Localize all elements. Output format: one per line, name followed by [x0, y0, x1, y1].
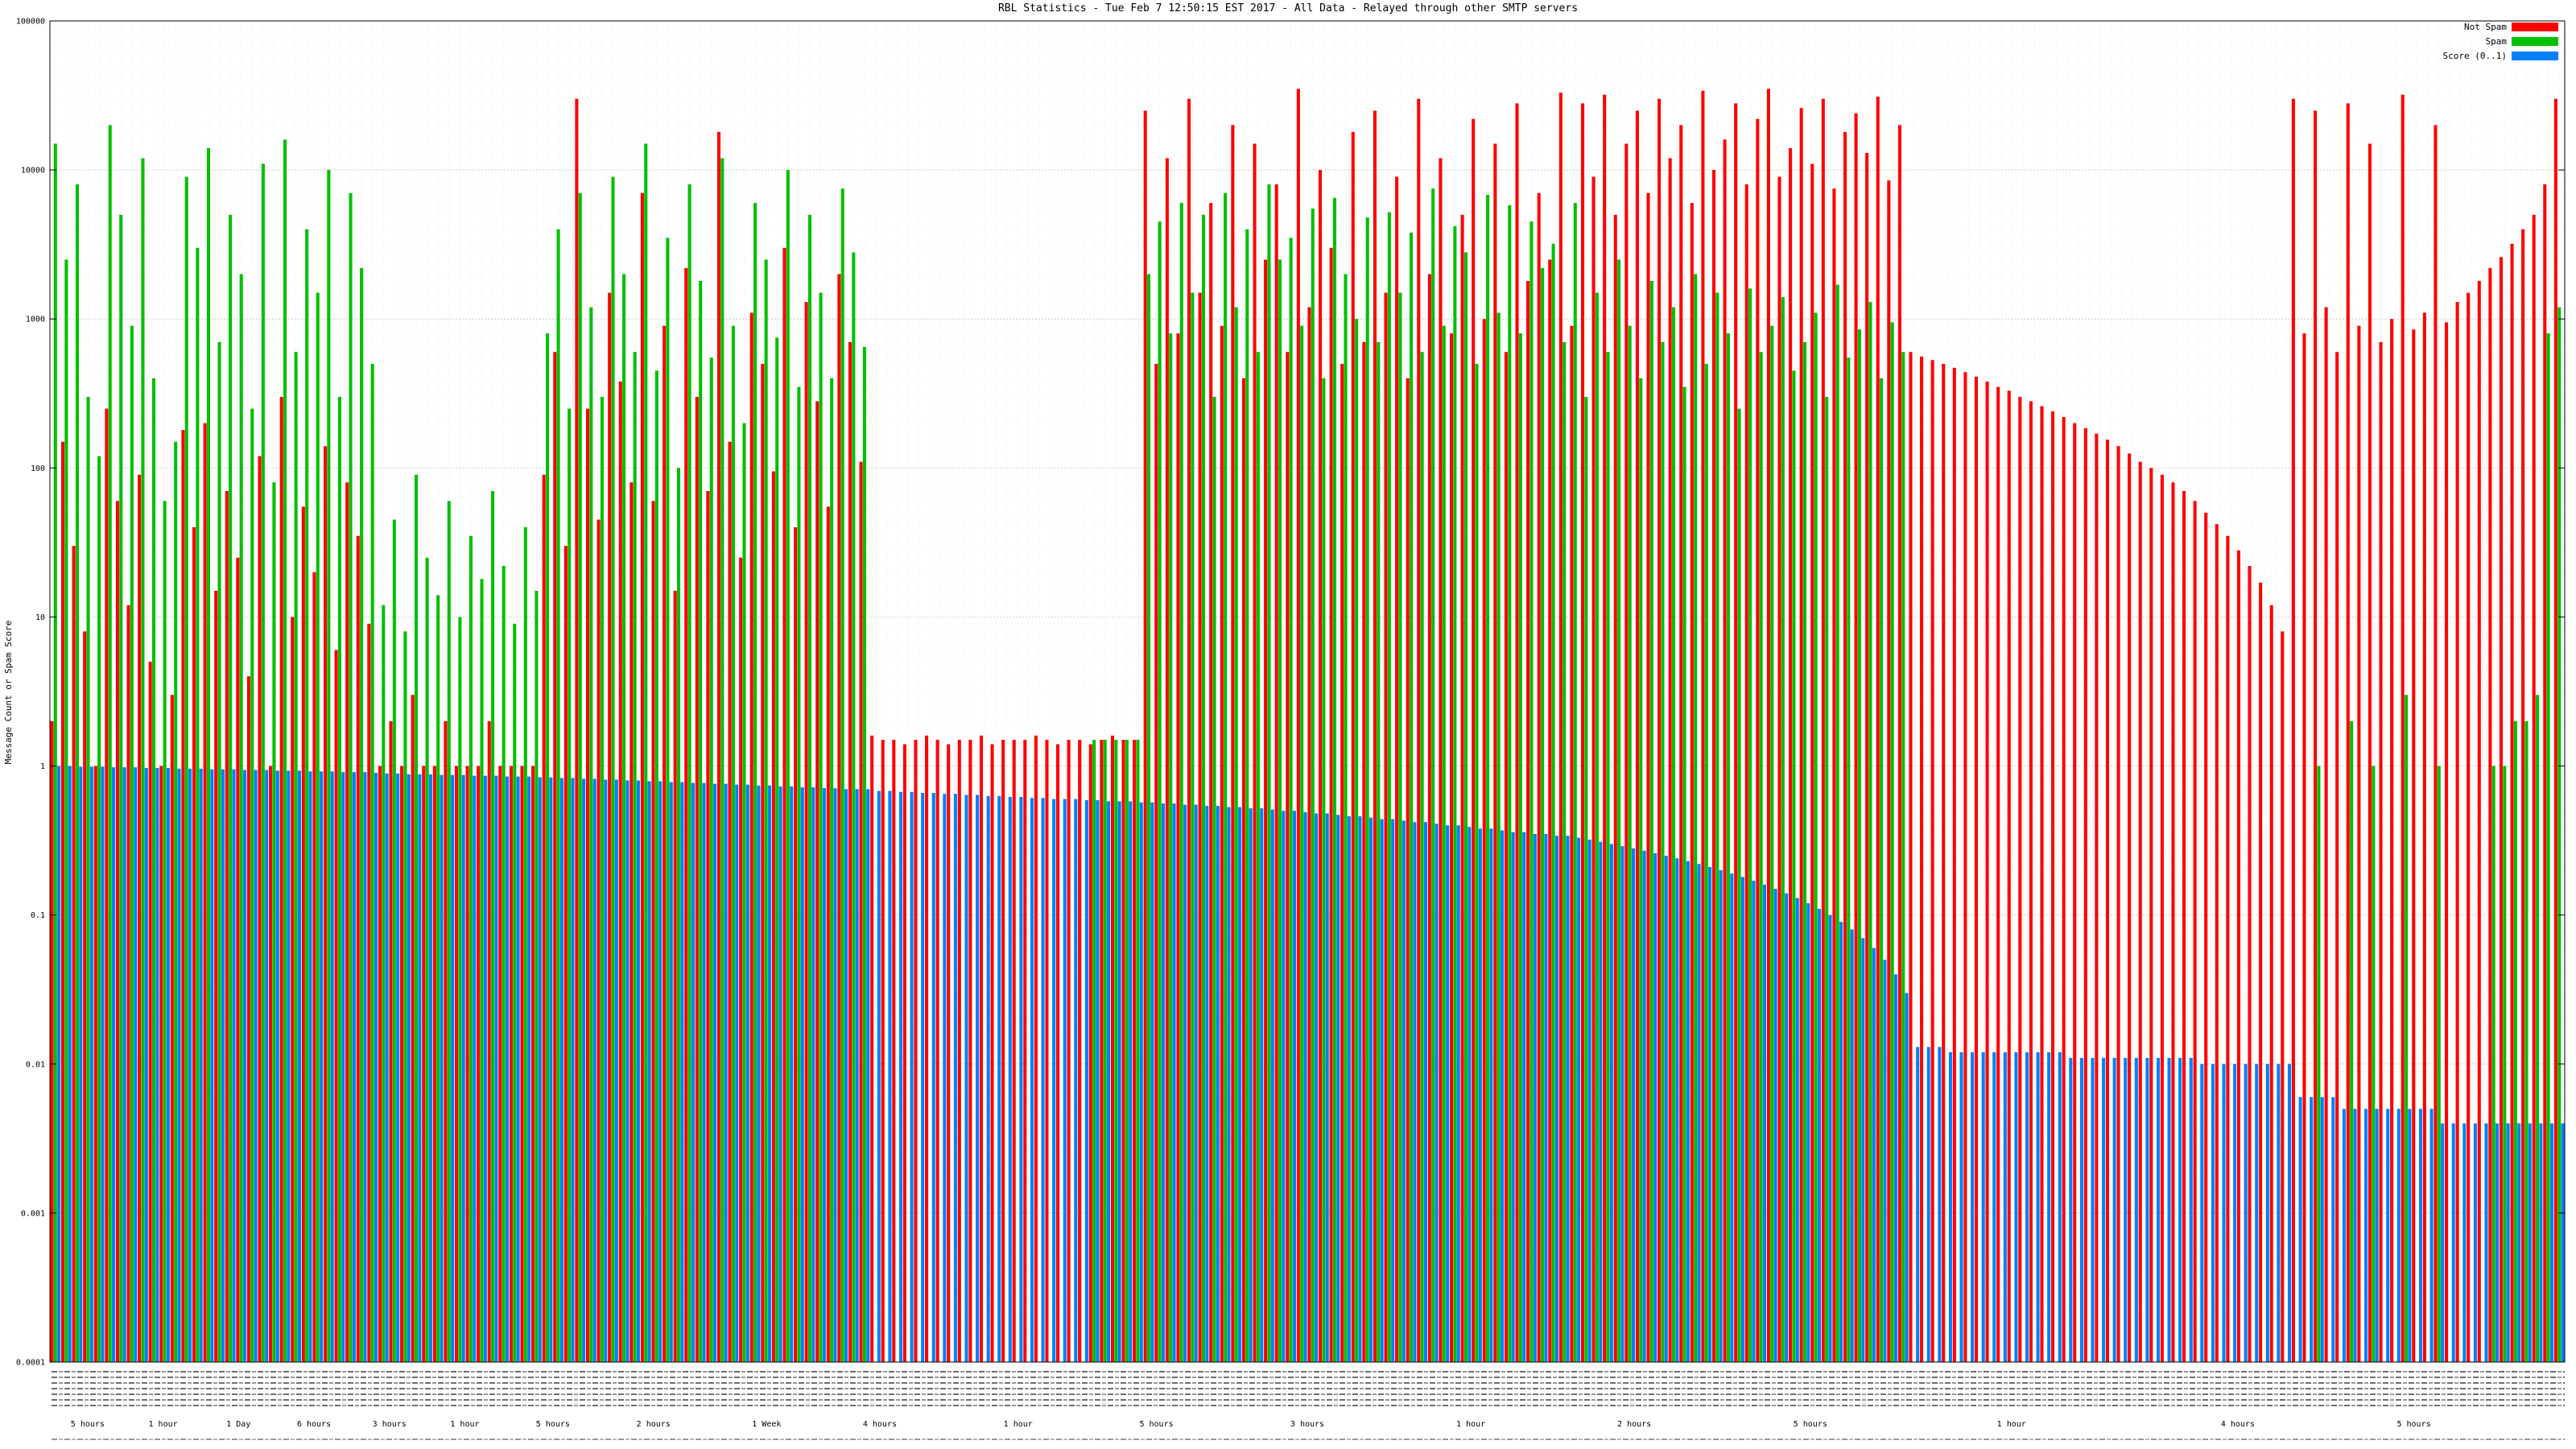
x-duration-label: 3 hours: [373, 1420, 407, 1429]
legend-swatch: [2512, 52, 2558, 60]
series-spam: [53, 125, 2562, 1362]
y-tick-label: 100000: [16, 18, 45, 27]
y-tick-label: 1: [40, 762, 45, 771]
legend-label: Not Spam: [2464, 22, 2507, 32]
x-duration-label: 1 hour: [1456, 1420, 1485, 1429]
x-duration-label: 5 hours: [1794, 1420, 1827, 1429]
x-duration-label: 1 Day: [226, 1420, 250, 1429]
y-tick-labels: 100000 10000 1000 100 10 1 0.1 0.01 0.001 0.0001: [16, 18, 45, 1368]
x-duration-label: 4 hours: [2221, 1420, 2255, 1429]
x-duration-label: 5 hours: [71, 1420, 105, 1429]
y-tick-label: 0.01: [26, 1060, 45, 1069]
bars: [50, 89, 2565, 1362]
x-duration-label: 2 hours: [1617, 1420, 1651, 1429]
y-axis-label: Message Count or Spam Score: [3, 621, 14, 765]
y-tick-label: 1000: [26, 316, 45, 324]
y-tick-label: 0.0001: [16, 1359, 45, 1368]
x-duration-label: 5 hours: [1139, 1420, 1173, 1429]
x-duration-label: 1 hour: [1004, 1420, 1033, 1429]
legend-label: Spam: [2486, 36, 2508, 47]
x-duration-label: 5 hours: [2396, 1420, 2430, 1429]
x-tick-labels-noise-2: [50, 1435, 2565, 1444]
y-tick-label: 100: [31, 464, 45, 473]
x-duration-label: 5 hours: [536, 1420, 570, 1429]
x-duration-label: 1 hour: [149, 1420, 178, 1429]
legend-label: Score (0..1): [2443, 51, 2507, 61]
grid-minor: [50, 27, 2565, 1318]
y-tick-label: 0.1: [31, 911, 45, 920]
plot-frame: [49, 20, 2566, 1363]
x-duration-label: 3 hours: [1290, 1420, 1324, 1429]
legend-swatch: [2512, 37, 2558, 46]
legend-swatch: [2512, 23, 2558, 31]
x-duration-label: 6 hours: [297, 1420, 331, 1429]
legend: Not Spam Spam Score (0..1): [2443, 22, 2558, 61]
y-tick-label: 10: [35, 613, 45, 622]
x-duration-label: 1 Week: [752, 1420, 781, 1429]
x-duration-label: 1 hour: [450, 1420, 479, 1429]
x-duration-label: 2 hours: [637, 1420, 671, 1429]
x-duration-label: 4 hours: [863, 1420, 897, 1429]
chart-title: RBL Statistics - Tue Feb 7 12:50:15 EST …: [998, 2, 1578, 14]
x-tick-labels-noise: [50, 1367, 2565, 1409]
y-tick-label: 10000: [21, 167, 45, 175]
series-not-spam: [50, 89, 2557, 1362]
series-score-0-1: [57, 766, 2565, 1362]
x-duration-label: 1 hour: [1997, 1420, 2026, 1429]
y-tick-label: 0.001: [21, 1209, 45, 1218]
x-duration-labels: 5 hours 1 hour 1 Day 6 hours 3 hours 1 hour 5 …: [71, 1420, 2431, 1429]
